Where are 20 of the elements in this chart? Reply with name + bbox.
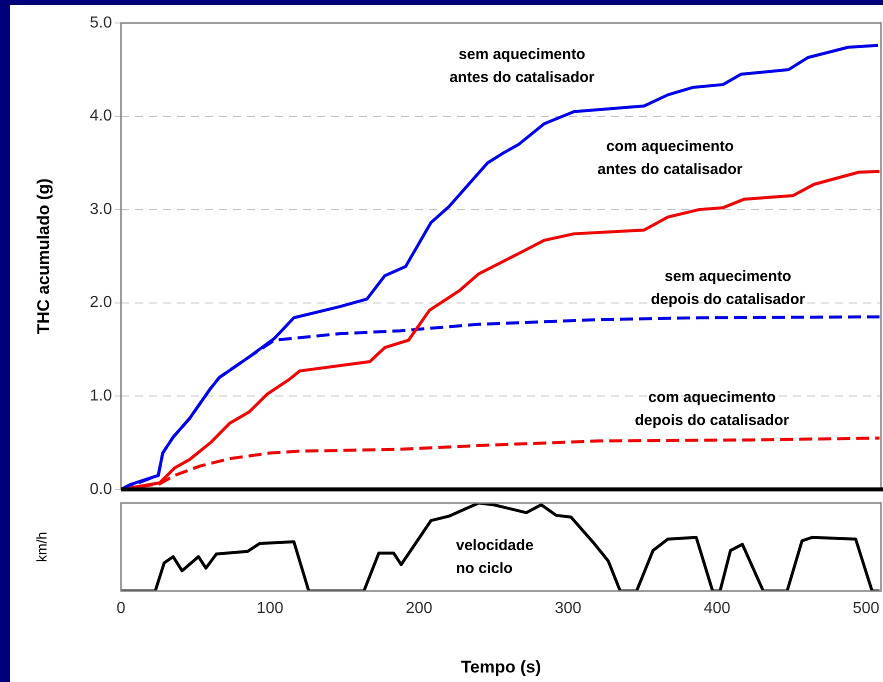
series-label: com aquecimento depois do catalisador — [634, 389, 790, 430]
x-axis-title: Tempo (s) — [461, 657, 541, 676]
y-tick-label: 3.0 — [90, 200, 112, 218]
y-tick-label: 5.0 — [90, 14, 112, 32]
series-label: sem aquecimento depois do catalisador — [650, 268, 806, 308]
series-label: sem aquecimento antes do catalisador — [449, 46, 595, 86]
series-label: velocidade no ciclo — [456, 537, 534, 578]
x-tick-label: 400 — [704, 600, 731, 618]
y-axis-title: km/h — [33, 532, 50, 562]
x-tick-label: 0 — [116, 600, 126, 618]
y-tick-label: 1.0 — [90, 388, 112, 405]
y-tick-label: 4.0 — [90, 108, 112, 125]
series-label: com aquecimento antes do catalisador — [597, 138, 743, 178]
x-tick-label: 200 — [406, 600, 432, 618]
x-tick-label: 300 — [554, 600, 582, 618]
x-tick-label: 500 — [852, 600, 880, 618]
x-tick-label: 100 — [256, 600, 284, 618]
y-tick-label: 0.0 — [90, 480, 112, 498]
y-axis-title: THC acumulado (g) — [34, 178, 53, 334]
y-tick-label: 2.0 — [90, 294, 112, 312]
